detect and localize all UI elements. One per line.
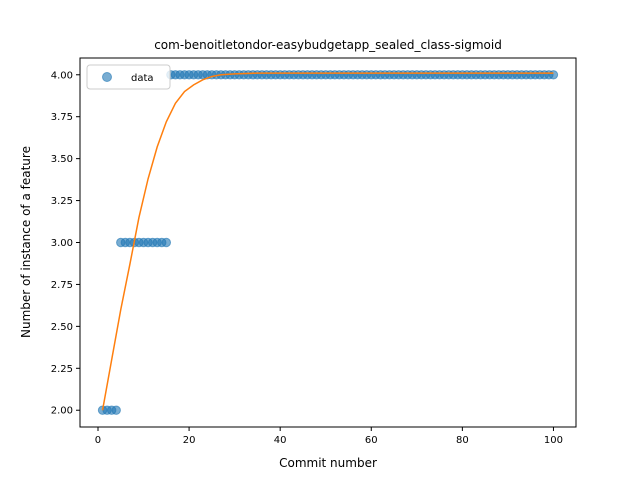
y-tick-label: 3.25	[51, 196, 73, 207]
y-tick-label: 2.75	[51, 280, 73, 291]
x-tick-label: 80	[456, 435, 469, 446]
y-tick-label: 2.25	[51, 364, 73, 375]
plot-area	[97, 70, 559, 415]
legend-frame	[86, 64, 171, 90]
y-tick-label: 2.50	[51, 322, 73, 333]
x-tick-label: 100	[544, 435, 563, 446]
x-tick-label: 40	[274, 435, 287, 446]
x-tick-label: 0	[95, 435, 101, 446]
y-tick-label: 3.75	[51, 112, 73, 123]
data-point	[161, 237, 172, 248]
chart-title: com-benoitletondor-easybudgetapp_sealed_…	[154, 38, 502, 52]
x-tick-label: 60	[365, 435, 378, 446]
data-point	[111, 405, 121, 415]
y-tick-label: 3.50	[51, 154, 73, 165]
y-axis-label: Number of instance of a feature	[19, 146, 33, 338]
legend-label-data: data	[131, 73, 154, 84]
legend: data	[86, 64, 171, 90]
x-axis: 0 20 40 60 80 100	[95, 427, 563, 446]
y-tick-label: 4.00	[51, 70, 73, 81]
x-tick-label: 20	[183, 435, 196, 446]
y-tick-label: 3.00	[51, 238, 73, 249]
legend-marker	[102, 72, 112, 82]
y-axis: 2.00 2.25 2.50 2.75 3.00 3.25 3.50 3.75 4.00	[51, 70, 80, 417]
x-axis-label: Commit number	[279, 456, 377, 470]
data-point	[548, 70, 559, 80]
sigmoid-fit-line	[101, 72, 554, 411]
y-tick-label: 2.00	[51, 406, 73, 417]
